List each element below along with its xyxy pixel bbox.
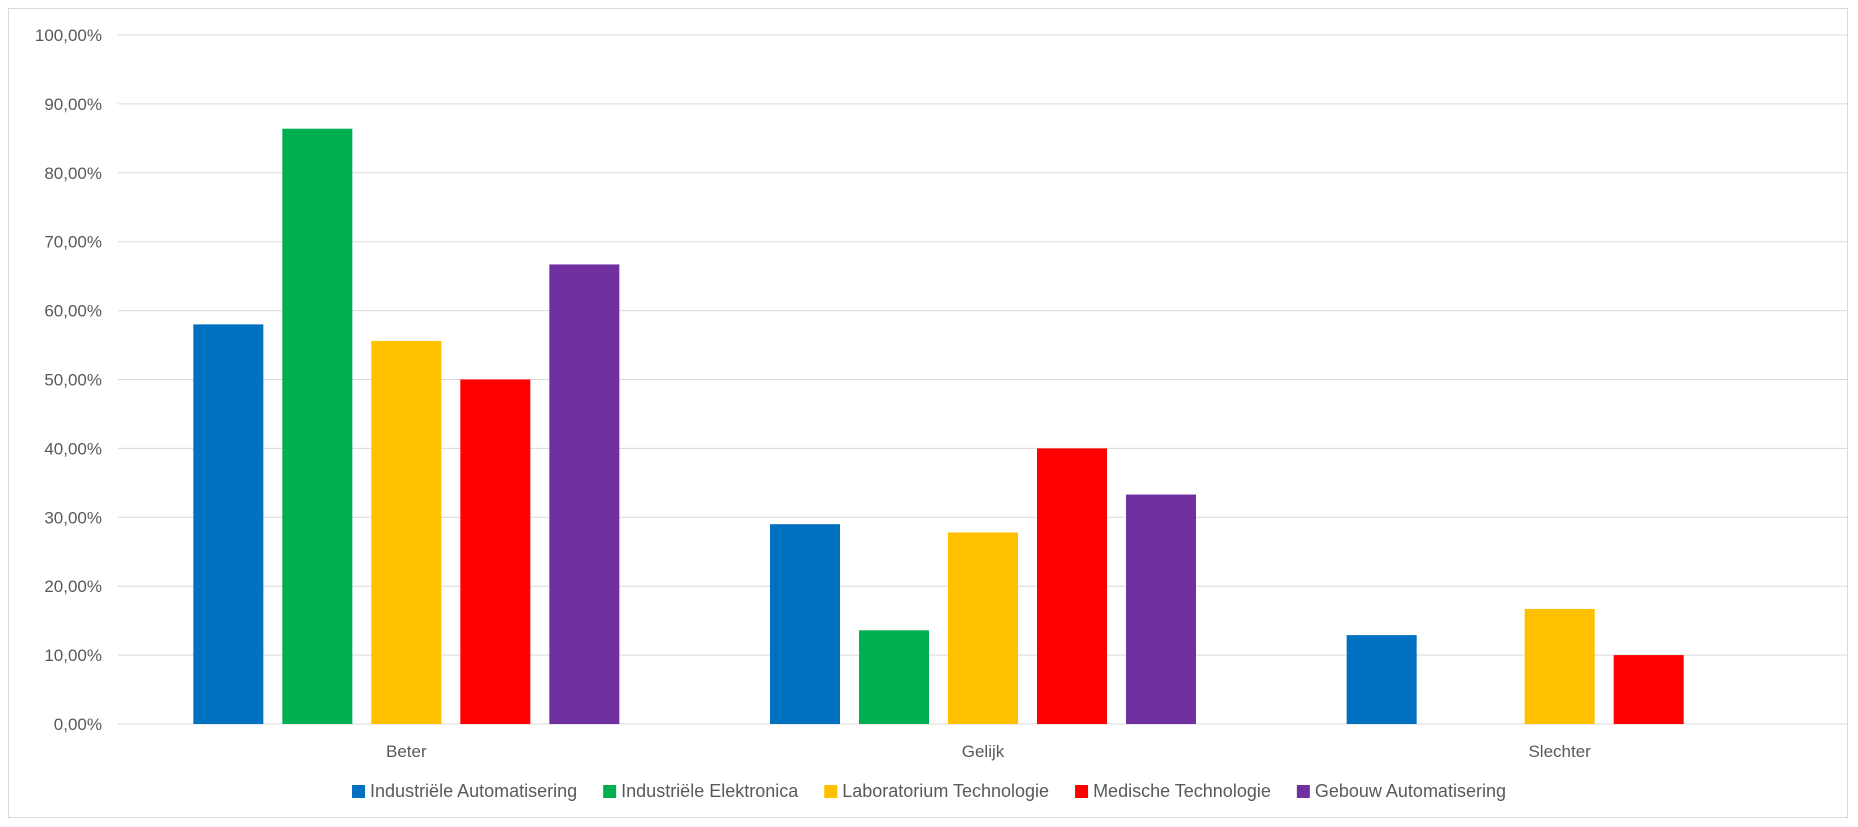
legend-swatch: [1296, 785, 1310, 798]
legend-swatch: [824, 785, 838, 798]
bar: [1524, 608, 1595, 724]
x-axis-category-labels: Beter Gelijk Slechter: [386, 742, 1591, 761]
legend-swatch: [603, 785, 617, 798]
legend-item: Industriële Elektronica: [603, 781, 799, 801]
y-tick-label: 50,00%: [44, 371, 102, 390]
bar: [770, 524, 840, 724]
y-tick-label: 30,00%: [44, 508, 102, 527]
y-axis-tick-labels: 0,00% 10,00% 20,00% 30,00% 40,00% 50,00% 60,00…: [35, 26, 102, 734]
y-tick-label: 80,00%: [44, 164, 102, 183]
legend-label: Medische Technologie: [1093, 781, 1271, 801]
bar: [1346, 635, 1417, 724]
y-tick-label: 70,00%: [44, 233, 102, 252]
legend-label: Laboratorium Technologie: [842, 781, 1049, 801]
bar: [282, 128, 353, 725]
legend-item: Medische Technologie: [1075, 781, 1271, 801]
bar: [460, 379, 531, 724]
y-tick-label: 20,00%: [44, 577, 102, 596]
y-tick-label: 60,00%: [44, 302, 102, 321]
x-category-label: Slechter: [1528, 742, 1591, 761]
bar: [1126, 494, 1196, 724]
bar: [1613, 655, 1684, 724]
y-tick-label: 40,00%: [44, 439, 102, 458]
x-category-label: Gelijk: [962, 742, 1005, 761]
legend-item: Laboratorium Technologie: [824, 781, 1049, 801]
legend-swatch: [352, 785, 366, 798]
y-tick-label: 100,00%: [35, 26, 102, 45]
y-tick-label: 0,00%: [54, 715, 102, 734]
legend: Industriële Automatisering Industriële El…: [352, 781, 1506, 801]
legend-item: Industriële Automatisering: [352, 781, 577, 801]
legend-swatch: [1075, 785, 1089, 798]
bar: [371, 340, 442, 724]
bar: [859, 630, 929, 724]
legend-item: Gebouw Automatisering: [1296, 781, 1506, 801]
bars: [193, 128, 1684, 725]
bar: [193, 324, 264, 724]
y-tick-label: 10,00%: [44, 646, 102, 665]
bar: [948, 532, 1018, 724]
legend-label: Gebouw Automatisering: [1315, 781, 1506, 801]
y-tick-label: 90,00%: [44, 95, 102, 114]
bar: [549, 264, 620, 724]
x-category-label: Beter: [386, 742, 427, 761]
legend-label: Industriële Automatisering: [370, 781, 577, 801]
bar: [1037, 448, 1107, 724]
legend-label: Industriële Elektronica: [621, 781, 799, 801]
